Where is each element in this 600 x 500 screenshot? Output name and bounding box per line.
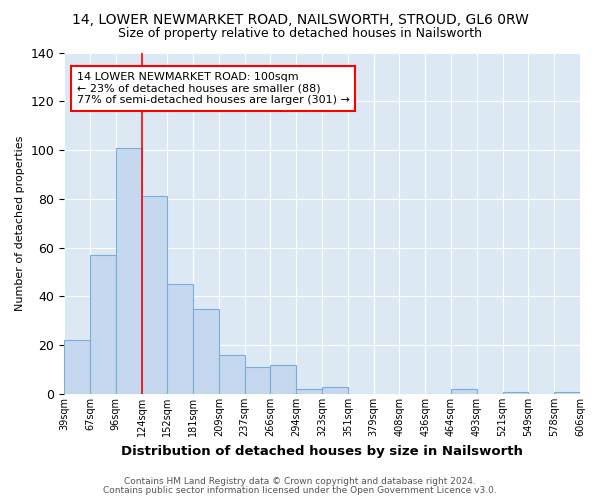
Bar	[296, 389, 322, 394]
Bar	[451, 389, 477, 394]
Bar	[142, 196, 167, 394]
Text: Contains HM Land Registry data © Crown copyright and database right 2024.: Contains HM Land Registry data © Crown c…	[124, 477, 476, 486]
Bar	[116, 148, 142, 394]
Text: 14, LOWER NEWMARKET ROAD, NAILSWORTH, STROUD, GL6 0RW: 14, LOWER NEWMARKET ROAD, NAILSWORTH, ST…	[71, 12, 529, 26]
Bar	[245, 367, 271, 394]
Bar	[322, 386, 348, 394]
Y-axis label: Number of detached properties: Number of detached properties	[15, 136, 25, 311]
Bar	[167, 284, 193, 394]
Text: Contains public sector information licensed under the Open Government Licence v3: Contains public sector information licen…	[103, 486, 497, 495]
Bar	[219, 355, 245, 394]
Text: Size of property relative to detached houses in Nailsworth: Size of property relative to detached ho…	[118, 28, 482, 40]
Bar	[271, 364, 296, 394]
Bar	[554, 392, 580, 394]
Bar	[64, 340, 90, 394]
Bar	[90, 255, 116, 394]
Bar	[503, 392, 529, 394]
Text: 14 LOWER NEWMARKET ROAD: 100sqm
← 23% of detached houses are smaller (88)
77% of: 14 LOWER NEWMARKET ROAD: 100sqm ← 23% of…	[77, 72, 350, 105]
X-axis label: Distribution of detached houses by size in Nailsworth: Distribution of detached houses by size …	[121, 444, 523, 458]
Bar	[193, 308, 219, 394]
